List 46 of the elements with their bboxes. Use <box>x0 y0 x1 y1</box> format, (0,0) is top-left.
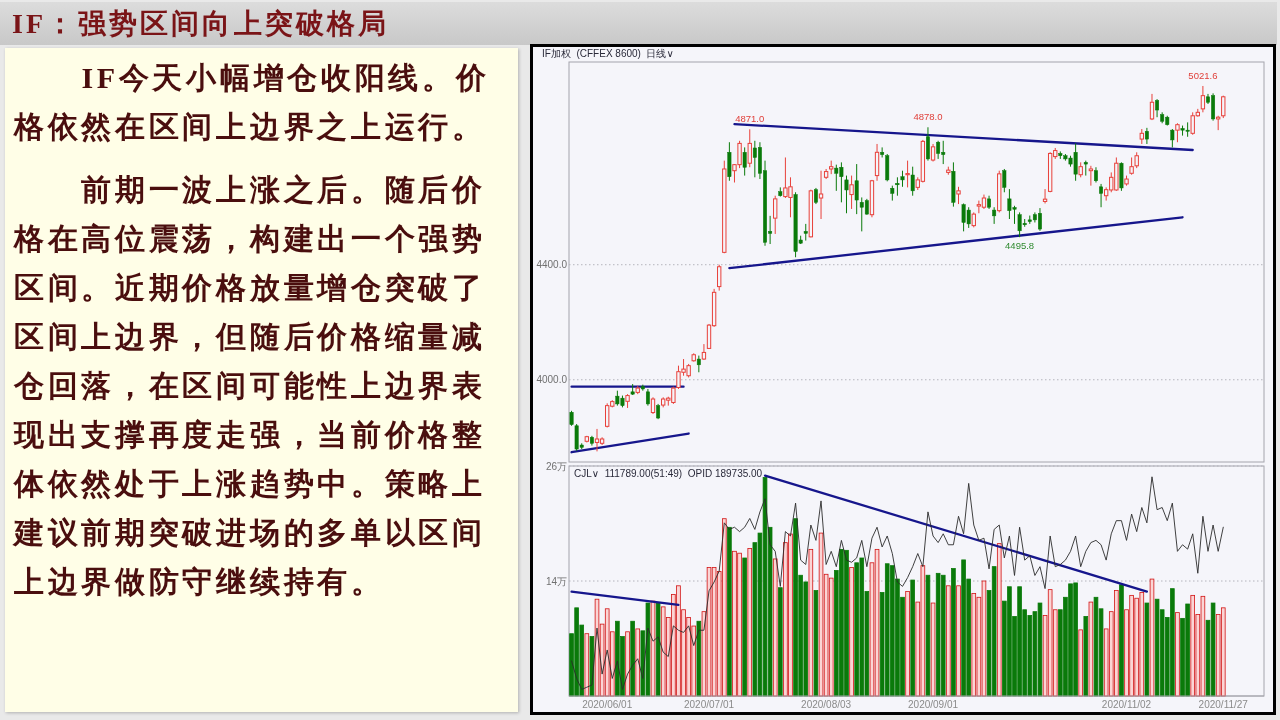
candlestick <box>747 128 752 168</box>
candlestick <box>926 126 930 162</box>
y-tick-label: 26万 <box>545 460 567 472</box>
candlestick <box>905 160 910 188</box>
text: IF今天小幅增仓收阳线。价格依然在区间上边界之上运行。 <box>14 60 491 145</box>
candlestick <box>1042 188 1048 204</box>
candlestick <box>701 343 707 361</box>
annotation: 4495.8 <box>1005 240 1035 252</box>
candlestick <box>1149 93 1155 121</box>
candlestick <box>818 170 824 220</box>
x-tick-label: 2020/09/01 <box>908 699 959 710</box>
annotation: 4871.0 <box>735 113 765 125</box>
candlestick <box>1200 85 1206 113</box>
x-tick-label: 2020/07/01 <box>683 699 735 710</box>
candlestick <box>1175 122 1180 143</box>
x-tick-label: 2020/08/03 <box>801 699 852 710</box>
candlestick <box>1155 98 1160 118</box>
candlestick <box>844 175 849 214</box>
candlestick <box>717 264 722 292</box>
candlestick <box>1002 168 1007 193</box>
candlestick <box>854 163 859 215</box>
chart-title: IF加权 (CFFEX 8600) 日线∨ <box>542 48 674 59</box>
candlestick <box>594 428 600 452</box>
x-tick-label: 2020/11/02 <box>1101 699 1152 710</box>
annotation: 5021.6 <box>1188 69 1218 81</box>
candlestick <box>742 146 747 177</box>
x-tick-label: 2020/06/01 <box>582 699 633 710</box>
candlestick <box>1088 165 1094 187</box>
candlestick <box>880 146 885 158</box>
candlestick <box>773 195 778 235</box>
chart-title: CJL∨ 111789.00(51:49) OPID 189735.00 <box>574 468 763 479</box>
text: IF：强势区间向上突破格局 <box>12 7 390 41</box>
annotation: 4878.0 <box>913 111 943 123</box>
y-tick-label: 4000.0 <box>536 374 568 386</box>
candlestick <box>895 176 900 197</box>
candlestick <box>1099 183 1103 208</box>
candlestick <box>874 143 880 182</box>
candlestick <box>910 166 915 197</box>
candlestick <box>849 175 854 210</box>
candlestick <box>976 200 982 214</box>
y-tick-label: 14万 <box>545 575 567 587</box>
y-tick-label: 4400.0 <box>536 259 568 271</box>
candlestick <box>1170 128 1175 148</box>
candlestick <box>992 206 997 225</box>
text: 前期一波上涨之后。随后价格在高位震荡，构建出一个强势区间。近期价格放量增仓突破了区间上边界，但随后价格缩量减仓回落，在区间可能性上边界表现出支撑再度走强，当前价格整体依然处于上涨趋势中。策略上建议前期突破进场的多单以区间上边界做防守继续持有。 <box>14 173 486 598</box>
x-tick-label: 2020/11/27 <box>1198 699 1249 710</box>
